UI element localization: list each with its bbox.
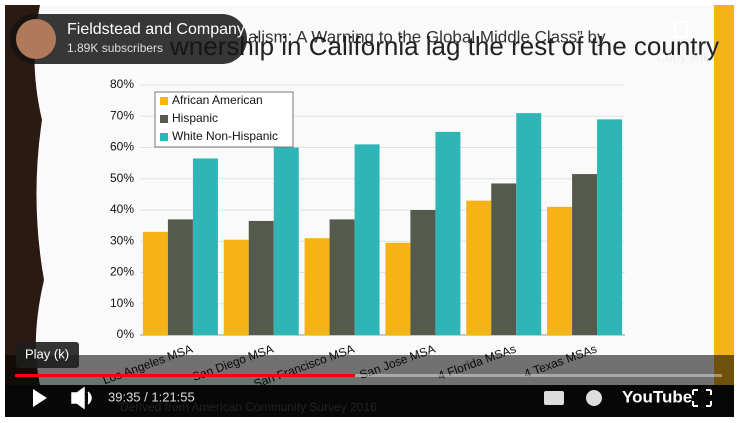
bar [223,239,249,335]
slide-title: wnership in California lag the rest of t… [169,31,719,61]
bar [167,219,193,335]
time: 39:35 / 1:21:55 [108,389,195,404]
slide-edge [5,5,44,385]
channel-avatar[interactable] [16,19,56,59]
legend-label: African American [172,93,263,107]
tooltip-text: Play (k) [25,346,69,361]
bar [304,238,330,335]
legend-label: White Non-Hispanic [172,129,278,143]
channel-name[interactable]: Fieldstead and Company [67,21,245,38]
slide-header: alism: A Warning to the Global Middle Cl… [248,27,606,46]
bar [547,206,573,335]
copy-link[interactable]: Copy link [656,49,710,64]
bar [354,144,380,335]
legend-swatch [160,133,168,141]
bar [516,113,542,335]
legend-swatch [160,97,168,105]
bar [410,210,436,335]
progress-track[interactable] [15,374,722,377]
bar [491,183,517,335]
fullscreen-button[interactable] [692,389,712,407]
bar [435,131,461,335]
y-tick-label: 10% [110,296,134,310]
progress-played[interactable] [15,374,355,377]
bar [273,147,299,335]
controls-bg [5,355,734,417]
play-button[interactable] [33,389,47,407]
bar [572,174,598,335]
youtube-logo[interactable]: YouTube [622,387,692,406]
y-tick-label: 20% [110,265,134,279]
legend-label: Hispanic [172,111,218,125]
y-tick-label: 50% [110,171,134,185]
volume-button[interactable] [71,386,92,410]
legend-swatch [160,115,168,123]
bar [192,158,218,335]
slide-stripe [714,5,734,385]
y-tick-label: 30% [110,233,134,247]
legend-box [154,91,294,148]
y-tick-label: 40% [110,202,134,216]
bar [466,200,492,335]
y-tick-label: 60% [110,140,134,154]
y-tick-label: 0% [117,327,135,341]
y-tick-label: 80% [110,77,134,91]
subscriber-count: 1.89K subscribers [67,41,163,55]
slide-footer: Derived from American Community Survey 2… [120,400,377,414]
captions-button[interactable] [544,391,564,405]
channel-pill[interactable] [10,14,247,64]
settings-button[interactable] [586,390,602,406]
bar [248,220,274,335]
bar [329,219,355,335]
copy-icon[interactable] [674,21,688,38]
bar [597,119,623,335]
bar [142,231,168,335]
y-tick-label: 70% [110,108,134,122]
tooltip [16,342,79,368]
bar [385,242,411,335]
